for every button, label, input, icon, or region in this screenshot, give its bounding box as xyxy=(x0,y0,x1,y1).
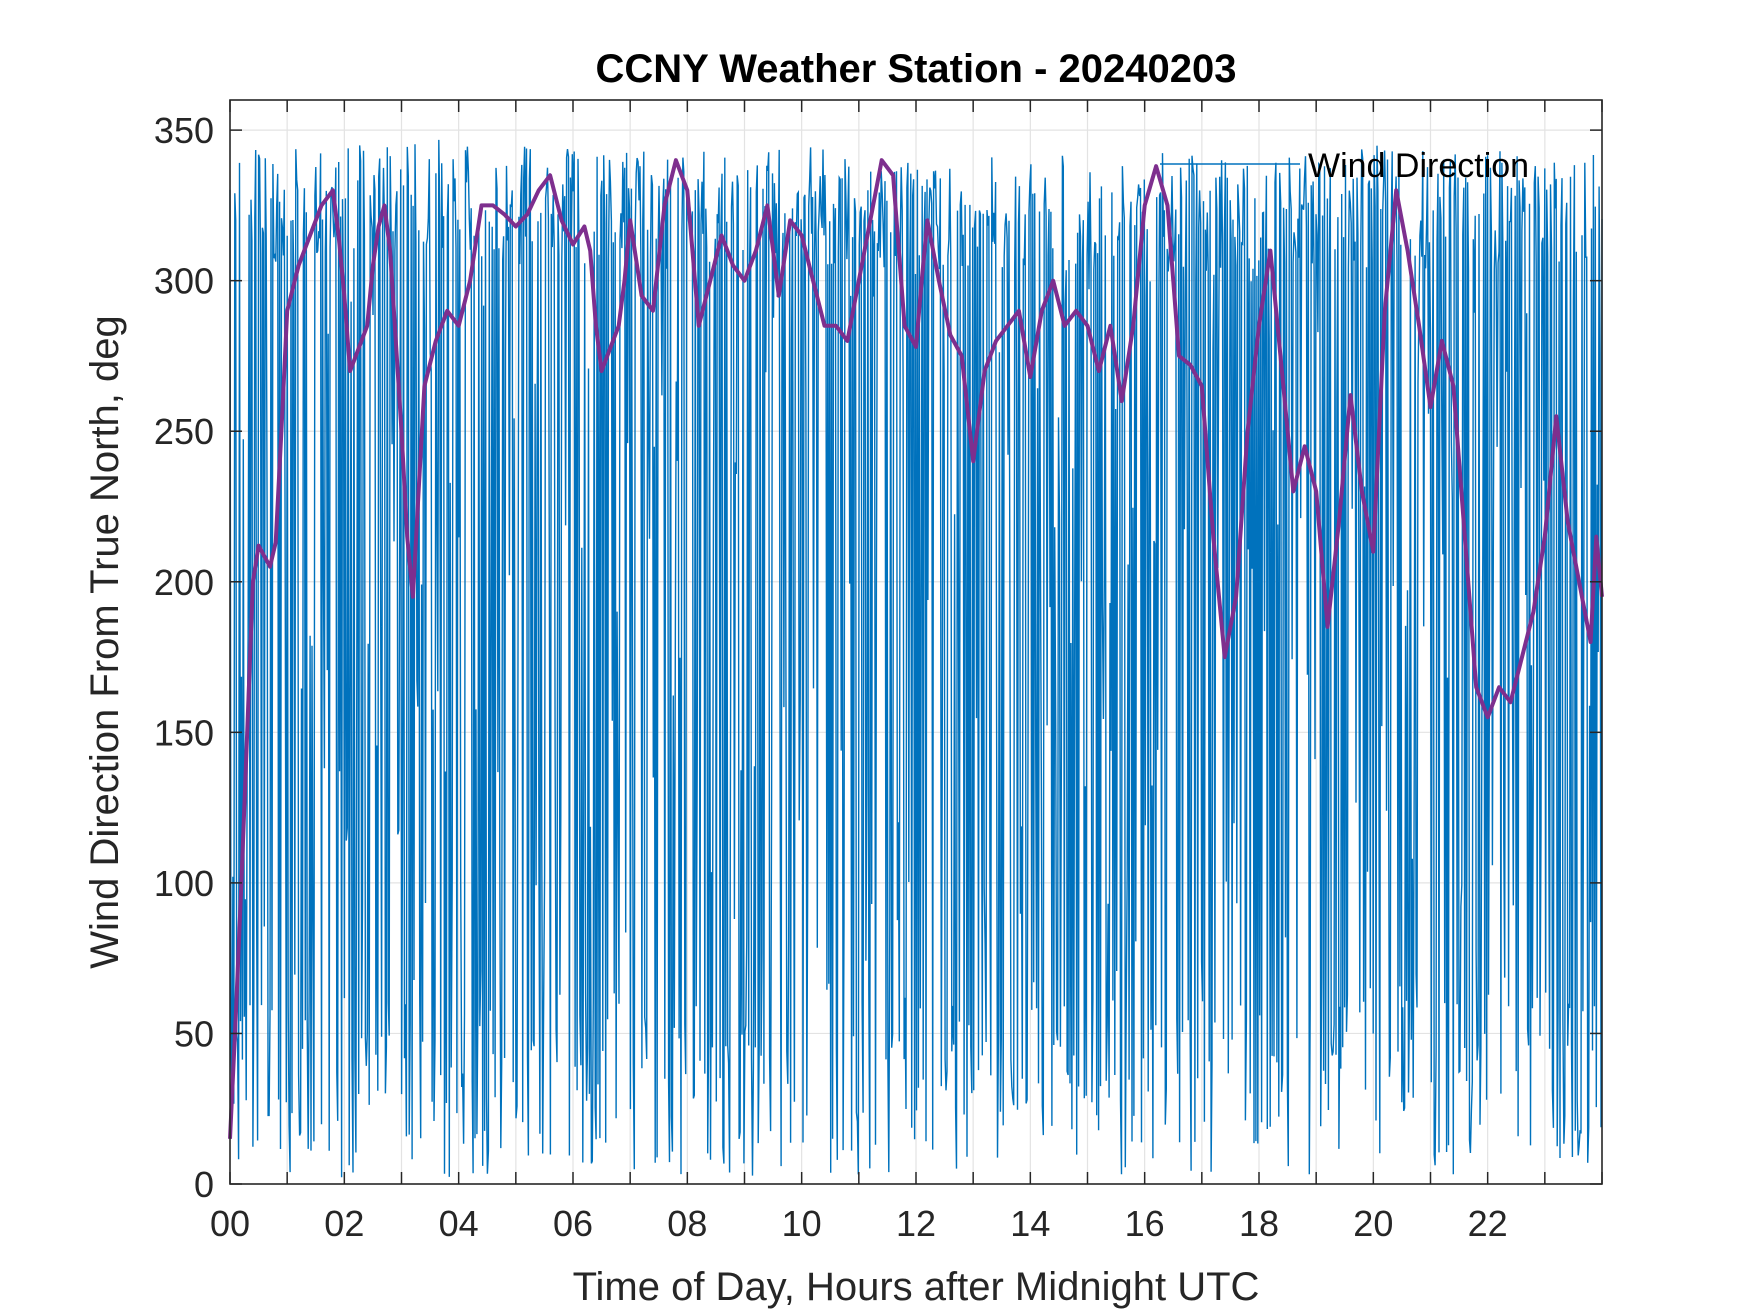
chart-title: CCNY Weather Station - 20240203 xyxy=(596,47,1237,91)
y-tick-label: 50 xyxy=(174,1013,214,1054)
x-tick-label: 12 xyxy=(896,1203,936,1244)
y-tick-label: 200 xyxy=(154,562,214,603)
y-tick-label: 350 xyxy=(154,110,214,151)
line-wind-direction xyxy=(229,139,1603,1178)
axis-ticks: 00 02 04 06 08 10 12 14 16 18 20 22 0 50 100 150 200 250 3… xyxy=(154,100,1603,1244)
x-tick-label: 08 xyxy=(667,1203,707,1244)
y-tick-label: 0 xyxy=(194,1164,214,1205)
series-purple-line xyxy=(228,158,1604,1139)
line-smoothed-direction xyxy=(228,158,1604,1139)
x-tick-label: 04 xyxy=(439,1203,479,1244)
x-axis-label: Time of Day, Hours after Midnight UTC xyxy=(573,1265,1260,1309)
x-tick-label: 20 xyxy=(1353,1203,1393,1244)
y-tick-label: 100 xyxy=(154,863,214,904)
legend-label-wind-direction: Wind Direction xyxy=(1308,147,1529,185)
y-tick-label: 300 xyxy=(154,261,214,302)
x-tick-label: 10 xyxy=(782,1203,822,1244)
x-tick-label: 14 xyxy=(1010,1203,1050,1244)
legend: Wind Direction xyxy=(1160,147,1529,185)
y-tick-label: 250 xyxy=(154,411,214,452)
x-tick-label: 16 xyxy=(1125,1203,1165,1244)
y-axis-label: Wind Direction From True North, deg xyxy=(83,315,127,969)
y-tick-label: 150 xyxy=(154,712,214,753)
x-tick-label: 02 xyxy=(324,1203,364,1244)
x-tick-label: 06 xyxy=(553,1203,593,1244)
series-wind-direction xyxy=(229,139,1603,1178)
x-tick-label: 18 xyxy=(1239,1203,1279,1244)
x-tick-label: 00 xyxy=(210,1203,250,1244)
x-tick-label: 22 xyxy=(1468,1203,1508,1244)
